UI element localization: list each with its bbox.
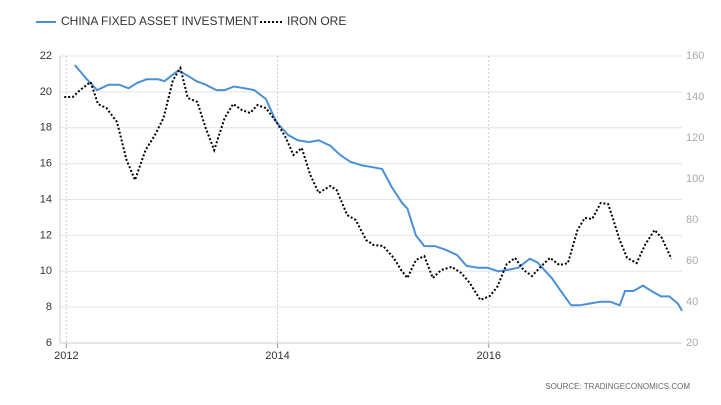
y-tick-label: 22	[40, 50, 52, 62]
y2-tick-label: 80	[686, 214, 698, 226]
legend-label: IRON ORE	[287, 14, 346, 28]
y2-tick-label: 160	[686, 50, 704, 62]
source: SOURCE: TRADINGECONOMICS.COM	[545, 382, 690, 391]
y-tick-label: 16	[40, 158, 52, 170]
y-tick-label: 18	[40, 122, 52, 134]
x-tick-label: 2016	[477, 350, 501, 362]
y2-tick-label: 40	[686, 296, 698, 308]
y-tick-label: 10	[40, 265, 52, 277]
y2-tick-label: 100	[686, 173, 704, 185]
y-tick-label: 20	[40, 86, 52, 98]
y2-tick-label: 120	[686, 132, 704, 144]
y2-tick-label: 140	[686, 91, 704, 103]
y2-tick-label: 60	[686, 255, 698, 267]
legend-label: CHINA FIXED ASSET INVESTMENT	[61, 14, 259, 28]
x-tick-label: 2014	[265, 350, 289, 362]
series-line	[64, 65, 673, 302]
y-tick-label: 14	[40, 193, 52, 205]
y-tick-label: 6	[46, 337, 52, 349]
y2-tick-label: 20	[686, 337, 698, 349]
y-tick-label: 8	[46, 301, 52, 313]
series-line	[74, 64, 683, 312]
y-tick-label: 12	[40, 229, 52, 241]
x-tick-label: 2012	[54, 350, 78, 362]
